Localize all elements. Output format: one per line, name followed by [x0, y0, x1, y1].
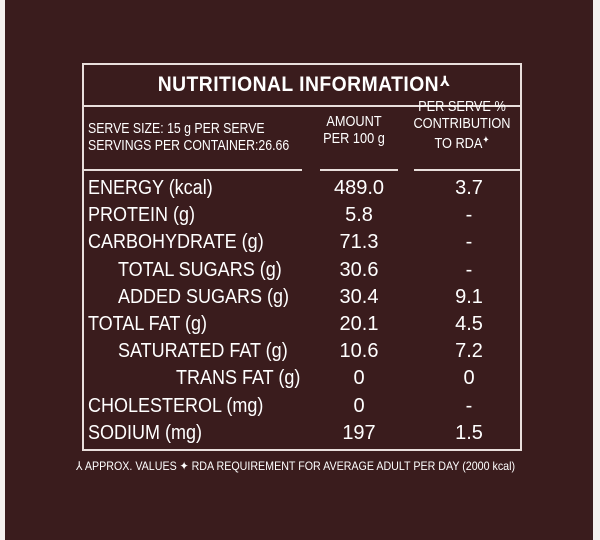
- amount-value: 30.4: [339, 285, 379, 308]
- rda-mark-icon: ✦: [482, 135, 490, 146]
- serve-size: SERVE SIZE: 15 g PER SERVE: [88, 120, 265, 137]
- nutrient-label: ENERGY (kcal): [88, 177, 213, 199]
- nutrient-label: SATURATED FAT (g): [118, 340, 288, 363]
- rda-value: 1.5: [455, 421, 483, 444]
- rda-header: PER SERVE % CONTRIBUTION TO RDA✦: [411, 98, 513, 152]
- nutrient-label: TOTAL FAT (g): [88, 312, 208, 335]
- amount-header-line1: AMOUNT: [326, 113, 382, 130]
- nutrition-panel: NUTRITIONAL INFORMATION⅄ SERVE SIZE: 15 …: [82, 63, 522, 451]
- table-row: ENERGY (kcal) 489.0 3.7: [84, 175, 520, 202]
- amount-value: 0: [353, 394, 365, 417]
- serving-info: SERVE SIZE: 15 g PER SERVE SERVINGS PER …: [88, 120, 289, 154]
- rda-value: -: [465, 204, 473, 227]
- table-row: TRANS FAT (g) 0 0: [84, 365, 520, 392]
- header-divider-left: [84, 169, 302, 171]
- table-row: ADDED SUGARS (g) 30.4 9.1: [84, 284, 520, 311]
- right-edge: [593, 0, 600, 540]
- amount-value: 197: [342, 421, 376, 444]
- table-row: CHOLESTEROL (mg) 0 -: [84, 393, 520, 420]
- panel-title: NUTRITIONAL INFORMATION⅄: [102, 73, 507, 97]
- rda-value: 4.5: [455, 312, 483, 335]
- left-edge: [0, 0, 5, 540]
- rda-value: 7.2: [455, 340, 483, 363]
- title-divider: [84, 105, 520, 107]
- nutrient-label: ADDED SUGARS (g): [118, 285, 290, 308]
- header-divider-right: [414, 169, 520, 171]
- table-row: TOTAL SUGARS (g) 30.6 -: [84, 257, 520, 284]
- rda-header-line2: CONTRIBUTION: [413, 115, 511, 132]
- amount-header-line2: PER 100 g: [323, 130, 385, 147]
- rda-value: -: [465, 231, 473, 254]
- table-row: TOTAL FAT (g) 20.1 4.5: [84, 311, 520, 338]
- table-row: SATURATED FAT (g) 10.6 7.2: [84, 338, 520, 365]
- amount-value: 10.6: [339, 340, 379, 363]
- rda-value: -: [465, 258, 473, 281]
- table-row: SODIUM (mg) 197 1.5: [84, 420, 520, 447]
- amount-header: AMOUNT PER 100 g: [320, 113, 388, 147]
- rda-value: 0: [463, 367, 475, 390]
- approx-mark-icon: ⅄: [440, 73, 451, 89]
- title-text: NUTRITIONAL INFORMATION: [157, 73, 440, 96]
- amount-value: 71.3: [339, 231, 379, 254]
- amount-value: 489.0: [333, 177, 385, 199]
- rda-header-line3: TO RDA: [434, 135, 483, 152]
- nutrient-label: TRANS FAT (g): [176, 367, 301, 390]
- nutrient-label: CHOLESTEROL (mg): [88, 394, 264, 417]
- amount-value: 30.6: [339, 258, 379, 281]
- nutrient-table: ENERGY (kcal) 489.0 3.7 PROTEIN (g) 5.8 …: [84, 175, 520, 447]
- rda-value: 9.1: [455, 285, 483, 308]
- rda-value: -: [465, 394, 473, 417]
- amount-value: 20.1: [339, 312, 379, 335]
- table-row: PROTEIN (g) 5.8 -: [84, 202, 520, 229]
- amount-value: 0: [353, 367, 365, 390]
- table-row: CARBOHYDRATE (g) 71.3 -: [84, 229, 520, 256]
- nutrient-label: TOTAL SUGARS (g): [118, 258, 282, 281]
- rda-value: 3.7: [455, 177, 483, 199]
- nutrient-label: CARBOHYDRATE (g): [88, 231, 264, 254]
- footnote: ⅄ APPROX. VALUES ✦ RDA REQUIREMENT FOR A…: [76, 459, 516, 473]
- amount-value: 5.8: [345, 204, 373, 227]
- rda-header-line1: PER SERVE %: [418, 98, 506, 115]
- servings-per-container: SERVINGS PER CONTAINER:26.66: [88, 137, 290, 154]
- nutrient-label: PROTEIN (g): [88, 204, 196, 227]
- header-divider-middle: [320, 169, 398, 171]
- nutrient-label: SODIUM (mg): [88, 421, 203, 444]
